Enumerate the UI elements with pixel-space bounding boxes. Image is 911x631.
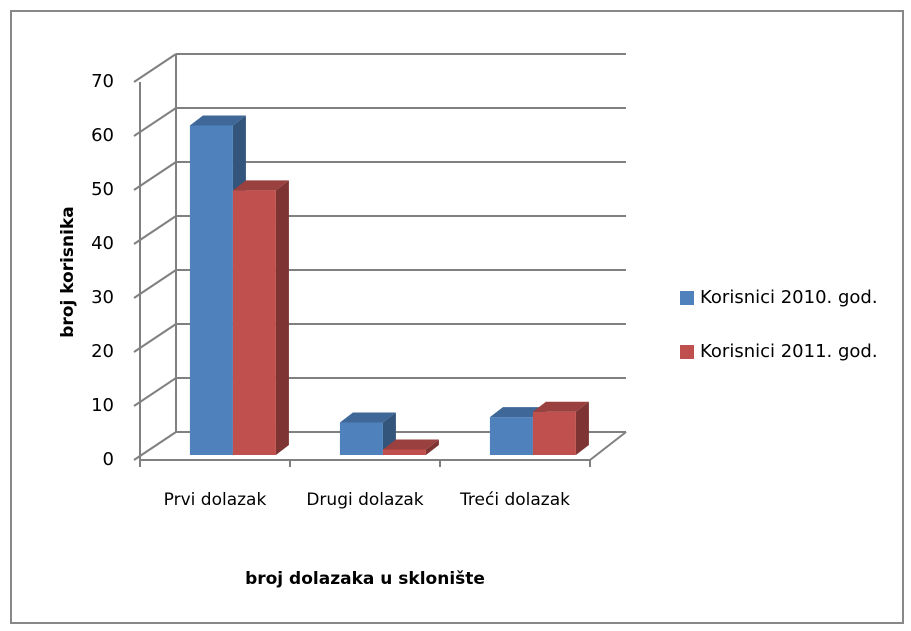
bar-side <box>425 439 439 455</box>
bar <box>382 439 439 455</box>
y-tick <box>133 431 177 461</box>
legend-swatch <box>680 291 694 305</box>
bar-top <box>382 439 439 450</box>
y-tick-label: 40 <box>91 233 114 254</box>
y-tick-label: 20 <box>91 341 114 362</box>
bar-front <box>532 411 576 455</box>
bar-front <box>382 449 426 455</box>
y-tick <box>133 269 177 299</box>
bar-front <box>189 125 233 455</box>
bar <box>232 180 289 455</box>
legend-label: Korisnici 2011. god. <box>700 341 878 362</box>
y-tick <box>133 215 177 245</box>
y-tick-label: 50 <box>91 179 114 200</box>
y-tick <box>133 107 177 137</box>
bar-top <box>189 115 246 126</box>
bar-front <box>339 422 383 455</box>
bar-side <box>275 180 289 455</box>
legend-swatch <box>680 345 694 359</box>
y-tick <box>133 161 177 191</box>
x-tick-label: Treći dolazak <box>459 490 570 510</box>
y-tick-label: 70 <box>91 71 114 92</box>
y-tick-label: 0 <box>103 449 114 470</box>
x-tick-label: Prvi dolazak <box>164 490 267 510</box>
y-tick <box>133 53 177 83</box>
x-axis-title: broj dolazaka u sklonište <box>245 569 485 589</box>
x-tick-label: Drugi dolazak <box>306 490 423 510</box>
y-axis-title: broj korisnika <box>58 206 78 338</box>
y-tick-label: 60 <box>91 125 114 146</box>
bar-top <box>232 180 289 191</box>
y-tick-label: 30 <box>91 287 114 308</box>
bar-top <box>489 407 546 418</box>
chart-frame <box>10 10 904 624</box>
y-tick <box>133 377 177 407</box>
bar-side <box>575 401 589 455</box>
y-tick-label: 10 <box>91 395 114 416</box>
bar-top <box>532 401 589 412</box>
bar <box>532 401 589 455</box>
y-tick <box>133 323 177 353</box>
bar-front <box>489 417 533 455</box>
legend-label: Korisnici 2010. god. <box>700 287 878 308</box>
bar <box>339 412 396 455</box>
bar-front <box>232 190 276 455</box>
bar-top <box>339 412 396 423</box>
